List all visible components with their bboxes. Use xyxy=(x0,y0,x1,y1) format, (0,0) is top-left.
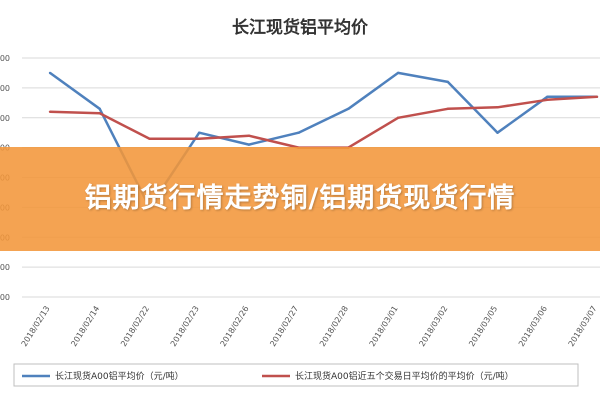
x-tick-label: 2018/02/27 xyxy=(268,304,300,348)
data-point-series-2 xyxy=(247,134,251,137)
y-tick-label: 00 xyxy=(0,293,10,302)
data-point-series-1 xyxy=(496,131,499,134)
data-point-series-1 xyxy=(347,107,350,110)
x-tick-label: 2018/03/02 xyxy=(417,304,449,348)
data-point-series-1 xyxy=(396,71,400,75)
x-tick-label: 2018/03/01 xyxy=(368,304,400,348)
data-point-series-2 xyxy=(546,98,549,102)
headline-banner: 铝期货行情走势铜/铝期货现货行情 xyxy=(0,147,600,251)
x-tick-label: 2018/03/06 xyxy=(517,304,549,348)
data-point-series-2 xyxy=(197,137,201,140)
data-point-series-1 xyxy=(197,131,201,134)
chart-title: 长江现货铝平均价 xyxy=(232,17,369,38)
x-tick-label: 2018/02/14 xyxy=(69,304,101,348)
data-point-series-1 xyxy=(98,107,101,110)
x-tick-label: 2018/03/07 xyxy=(567,304,599,348)
y-tick-label: 00 xyxy=(0,114,10,123)
x-tick-labels: 2018/02/13 2018/02/14 2018/02/22 2018/02/23… xyxy=(20,304,599,348)
data-point-series-2 xyxy=(595,95,599,99)
legend-label-series-2: 长江现货A00铝近五个交易日平均价的平均价（元/吨） xyxy=(295,370,514,382)
data-point-series-2 xyxy=(98,112,101,115)
banner-headline[interactable]: 铝期货行情走势铜/铝期货现货行情 xyxy=(84,183,516,214)
legend-label-series-1: 长江现货A00铝平均价（元/吨） xyxy=(55,370,184,382)
data-point-series-2 xyxy=(396,116,400,119)
legend: 长江现货A00铝平均价（元/吨） 长江现货A00铝近五个交易日平均价的平均价（元… xyxy=(13,363,579,387)
series-line-2 xyxy=(49,95,598,149)
x-tick-label: 2018/02/22 xyxy=(119,304,151,348)
x-tick-label: 2018/02/28 xyxy=(318,304,350,348)
data-point-series-1 xyxy=(48,71,52,75)
legend-box xyxy=(13,363,579,387)
data-point-series-1 xyxy=(446,80,450,84)
data-point-series-1 xyxy=(247,143,251,146)
x-tick-label: 2018/02/13 xyxy=(20,304,52,348)
data-point-series-2 xyxy=(446,107,450,110)
y-tick-label: 00 xyxy=(0,54,10,63)
data-point-series-2 xyxy=(48,110,52,113)
data-point-series-2 xyxy=(148,137,151,140)
x-tick-label: 2018/02/23 xyxy=(169,304,201,348)
y-tick-label: 00 xyxy=(0,263,10,272)
data-point-series-1 xyxy=(546,95,549,99)
x-tick-label: 2018/02/26 xyxy=(219,304,251,348)
data-point-series-1 xyxy=(297,131,300,134)
data-point-series-2 xyxy=(496,106,499,109)
x-tick-label: 2018/03/05 xyxy=(467,304,499,348)
y-tick-label: 00 xyxy=(0,84,10,93)
